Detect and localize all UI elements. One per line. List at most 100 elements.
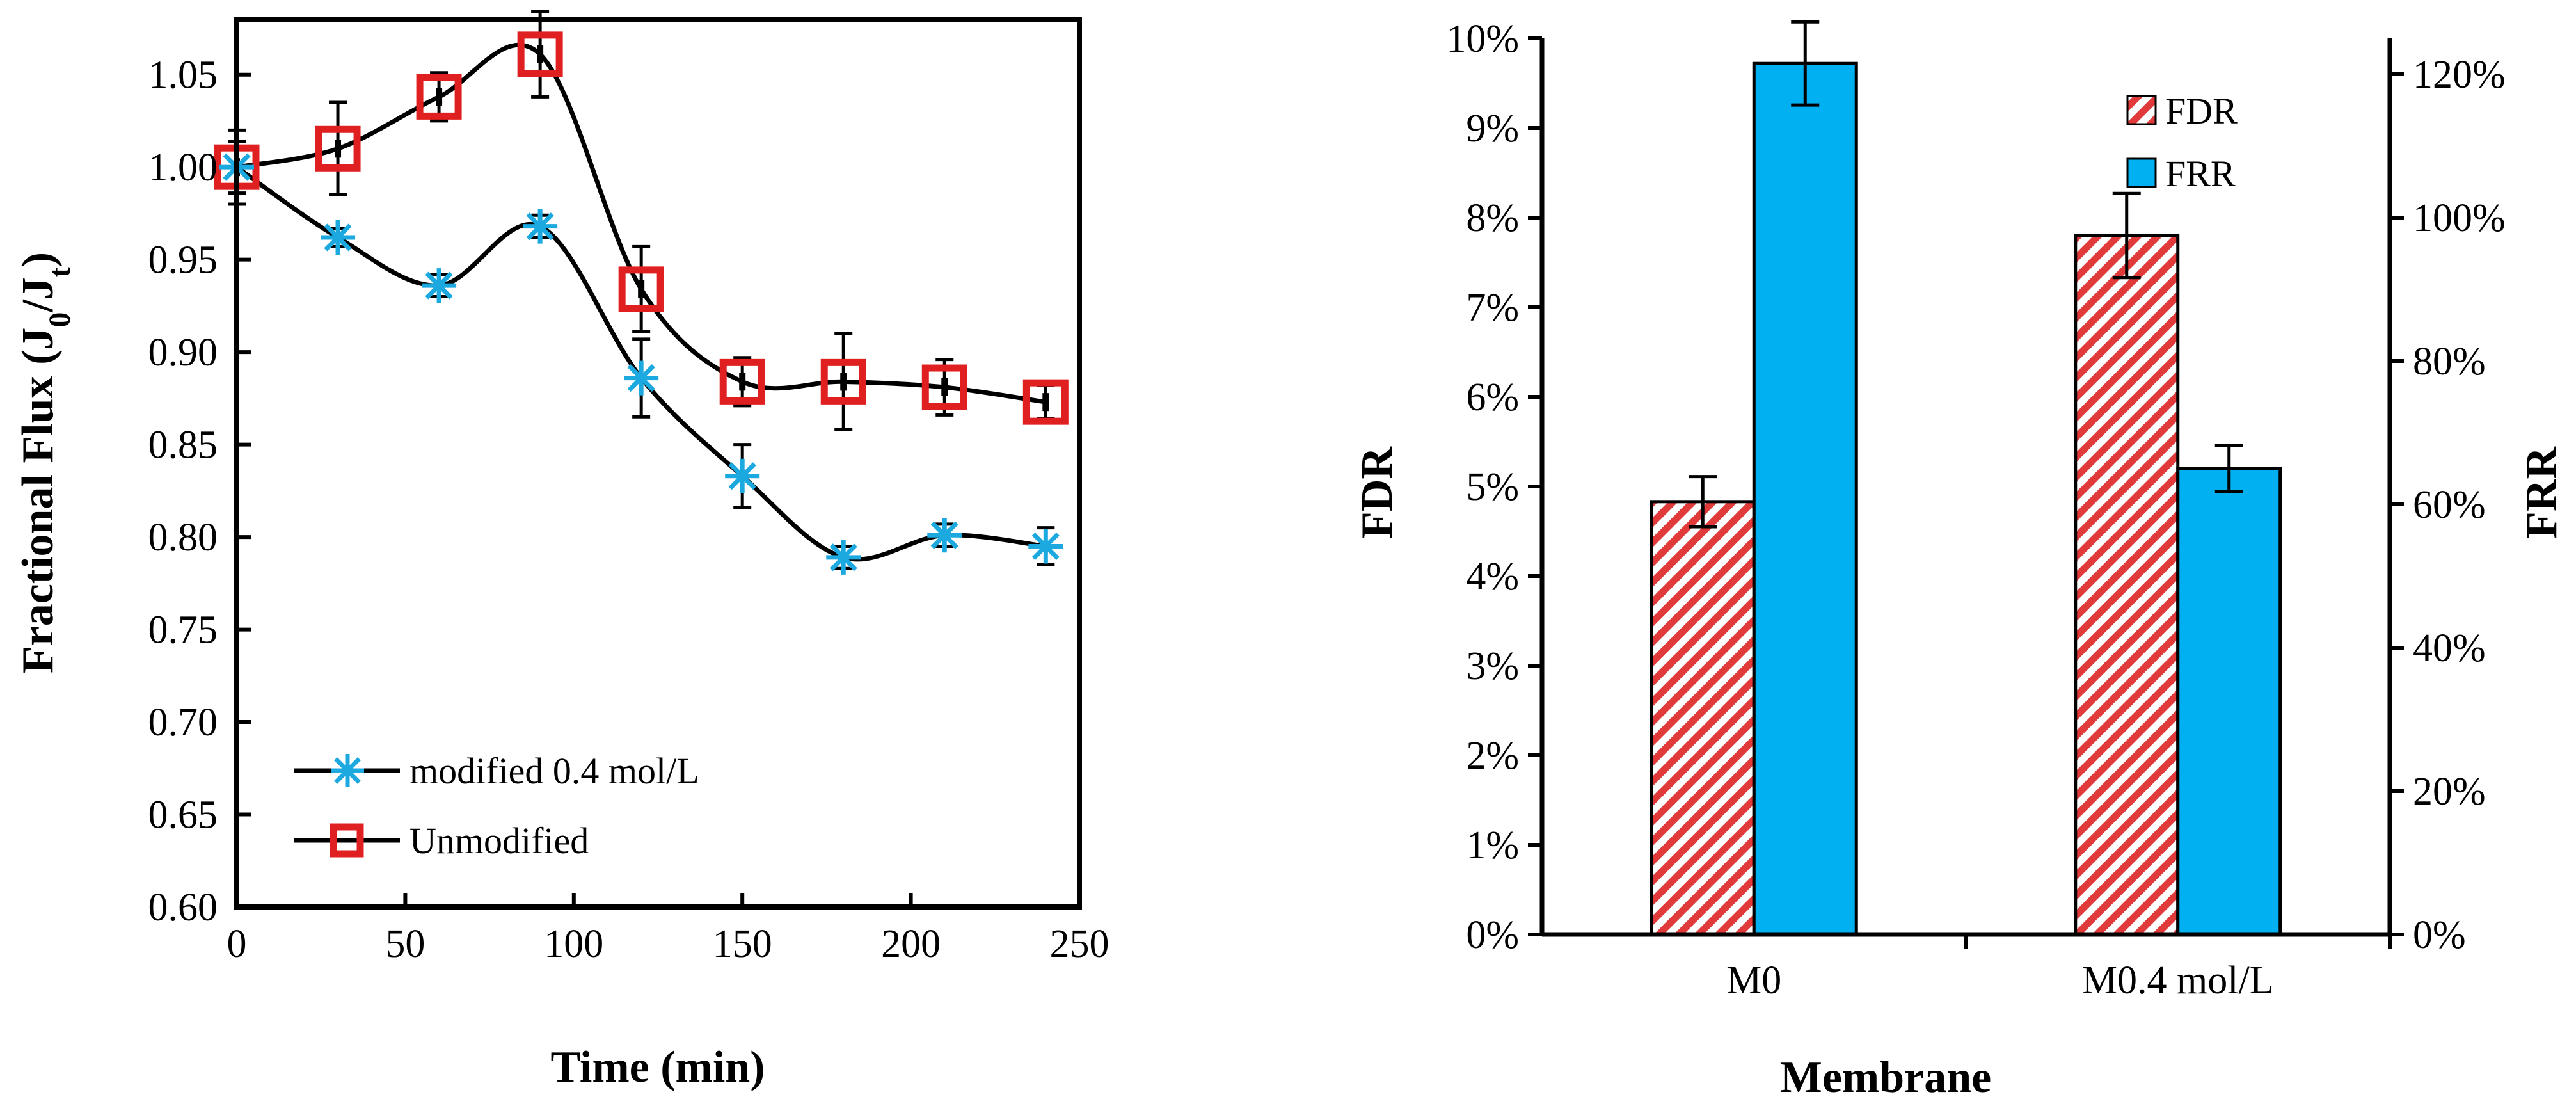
flux-chart-xlabel: Time (min) bbox=[550, 1043, 765, 1092]
modified-point-150-stroke bbox=[728, 462, 756, 490]
modified-point-240-stroke bbox=[1031, 532, 1060, 561]
curve-unmodified bbox=[236, 42, 1046, 405]
fdr-frr-legend: FDR FRR bbox=[2126, 90, 2238, 195]
modified-point-90-stroke bbox=[526, 212, 554, 241]
unmodified-point-210 bbox=[921, 364, 967, 410]
left-tick-label-10%: 10% bbox=[1446, 17, 1519, 61]
modified-point-90 bbox=[523, 209, 558, 244]
modified-point-240 bbox=[1028, 529, 1063, 564]
fdr-frr-error-bars bbox=[1689, 20, 2243, 529]
fdr-bar-1 bbox=[2074, 234, 2180, 936]
left-tick-label-2%: 2% bbox=[1466, 734, 1519, 778]
x-tick-label-100: 100 bbox=[544, 922, 603, 966]
unmodified-point-core-120 bbox=[638, 280, 645, 298]
left-tick-label-7%: 7% bbox=[1466, 286, 1519, 330]
right-tick-label-20%: 20% bbox=[2413, 770, 2486, 813]
modified-point-120 bbox=[624, 360, 659, 396]
modified-point-30-stroke bbox=[324, 223, 352, 252]
flux-chart-ylabel: Fractional Flux (J0/Jt) bbox=[13, 252, 77, 673]
x-tick-label-0: 0 bbox=[227, 922, 247, 966]
y-tick-label-0.60: 0.60 bbox=[148, 886, 218, 929]
frr-bar-0-errorbar bbox=[1791, 20, 1820, 107]
y-tick-label-0.75: 0.75 bbox=[148, 609, 218, 652]
legend-asterisk bbox=[331, 754, 364, 787]
unmodified-point-180 bbox=[820, 358, 866, 405]
left-tick-label-6%: 6% bbox=[1466, 376, 1519, 419]
fdr-frr-axes bbox=[1528, 36, 2404, 949]
y-tick-label-0.70: 0.70 bbox=[148, 701, 218, 744]
unmodified-point-core-60 bbox=[436, 88, 443, 106]
flux-chart-markers bbox=[214, 31, 1069, 575]
left-tick-label-8%: 8% bbox=[1466, 196, 1519, 240]
fdr-bar-1-errorbar bbox=[2112, 191, 2141, 280]
unmodified-point-120 bbox=[618, 266, 664, 312]
flux-chart-tick-labels: 0 50 100 150 200 250 0.60 0.65 0.70 0.75 0.80 0.85 0… bbox=[148, 54, 1109, 966]
modified-point-150 bbox=[725, 458, 760, 493]
left-tick-label-5%: 5% bbox=[1466, 465, 1519, 509]
y-tick-label-0.95: 0.95 bbox=[148, 239, 218, 282]
left-tick-label-9%: 9% bbox=[1466, 107, 1519, 150]
right-tick-label-60%: 60% bbox=[2413, 483, 2486, 527]
flux-chart-legend: modified 0.4 mol/L Unmodified bbox=[294, 750, 699, 862]
legend-item-unmodified: Unmodified bbox=[294, 820, 589, 862]
left-tick-label-1%: 1% bbox=[1466, 824, 1519, 867]
modified-point-180-stroke bbox=[829, 543, 857, 572]
legend-square-marker bbox=[330, 823, 364, 858]
fdr-frr-ylabel-left: FDR bbox=[1353, 446, 1402, 539]
fdr-frr-ylabel-right: FRR bbox=[2517, 446, 2566, 539]
right-tick-label-40%: 40% bbox=[2413, 627, 2486, 670]
y-tick-label-1.05: 1.05 bbox=[148, 54, 218, 97]
x-tick-label-250: 250 bbox=[1050, 922, 1109, 966]
fdr-frr-bars bbox=[1650, 61, 2282, 936]
flux-chart: 0 50 100 150 200 250 0.60 0.65 0.70 0.75 0.80 0.85 0… bbox=[13, 10, 1109, 1092]
left-tick-label-4%: 4% bbox=[1466, 555, 1519, 598]
fdr-bar-0 bbox=[1650, 500, 1756, 936]
legend-label-fdr: FDR bbox=[2165, 90, 2238, 132]
unmodified-point-core-90 bbox=[537, 45, 544, 63]
legend-label-modified: modified 0.4 mol/L bbox=[409, 750, 699, 792]
modified-point-120-stroke bbox=[627, 364, 655, 392]
frr-bar-0 bbox=[1752, 61, 1858, 936]
category-label-0: M0 bbox=[1726, 959, 1781, 1002]
x-tick-label-150: 150 bbox=[713, 922, 772, 966]
unmodified-point-240 bbox=[1022, 379, 1069, 425]
fdr-frr-xlabel: Membrane bbox=[1780, 1053, 1991, 1102]
modified-point-30 bbox=[321, 220, 356, 255]
fdr-bar-0-errorbar bbox=[1689, 475, 1717, 529]
legend-asterisk-stroke bbox=[334, 757, 361, 784]
unmodified-point-150 bbox=[719, 358, 765, 405]
modified-point-210-stroke bbox=[930, 521, 958, 549]
y-tick-label-1.00: 1.00 bbox=[148, 146, 218, 189]
y-tick-label-0.80: 0.80 bbox=[148, 516, 218, 559]
frr-bar-1 bbox=[2176, 467, 2282, 936]
left-tick-label-3%: 3% bbox=[1466, 645, 1519, 688]
unmodified-point-core-30 bbox=[335, 140, 342, 158]
category-label-1: M0.4 mol/L bbox=[2082, 959, 2274, 1002]
unmodified-point-90 bbox=[517, 31, 563, 77]
right-tick-label-80%: 80% bbox=[2413, 340, 2486, 383]
modified-point-180 bbox=[826, 540, 861, 575]
legend-label-frr: FRR bbox=[2165, 153, 2236, 195]
modified-point-210 bbox=[927, 518, 962, 553]
unmodified-point-30 bbox=[315, 125, 361, 172]
x-tick-label-200: 200 bbox=[881, 922, 941, 966]
unmodified-point-core-150 bbox=[739, 373, 746, 391]
right-tick-label-0%: 0% bbox=[2413, 913, 2466, 957]
unmodified-point-core-240 bbox=[1042, 393, 1049, 412]
y-tick-label-0.65: 0.65 bbox=[148, 794, 218, 837]
modified-point-60 bbox=[422, 268, 457, 303]
fdr-frr-chart: 0% 1% 2% 3% 4% 5% 6% 7% 8% 9% 10% 0% 20% 40% 60% 80% 100… bbox=[1353, 17, 2566, 1102]
unmodified-point-60 bbox=[416, 74, 462, 120]
legend-item-modified: modified 0.4 mol/L bbox=[294, 750, 699, 792]
legend-label-unmodified: Unmodified bbox=[409, 820, 589, 862]
right-tick-label-100%: 100% bbox=[2413, 196, 2506, 240]
fdr-frr-tick-labels: 0% 1% 2% 3% 4% 5% 6% 7% 8% 9% 10% 0% 20% 40% 60% 80% 100… bbox=[1446, 17, 2505, 1002]
y-tick-label-0.90: 0.90 bbox=[148, 331, 218, 374]
legend-asterisk-marker bbox=[331, 754, 364, 787]
left-tick-label-0%: 0% bbox=[1466, 913, 1519, 957]
x-tick-label-50: 50 bbox=[385, 922, 425, 966]
legend-swatch-fdr bbox=[2126, 95, 2157, 125]
legend-swatch-frr bbox=[2126, 157, 2157, 188]
right-tick-label-120%: 120% bbox=[2413, 53, 2506, 97]
